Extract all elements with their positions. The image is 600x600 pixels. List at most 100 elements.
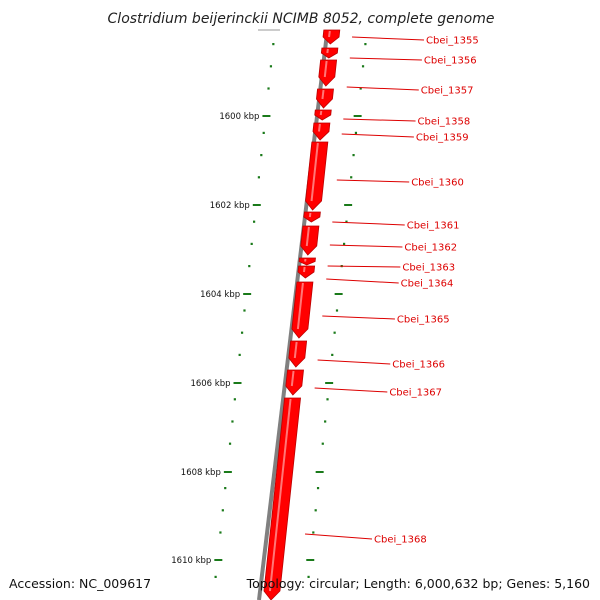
gene-leader-line bbox=[317, 359, 391, 365]
gene-leader-line bbox=[305, 533, 373, 540]
minor-tick bbox=[326, 398, 329, 401]
gene-leader-line bbox=[329, 244, 403, 248]
gene-arrow[interactable] bbox=[285, 369, 304, 396]
gene-label[interactable]: Cbei_1368 bbox=[374, 535, 427, 546]
gene-leader-line bbox=[327, 265, 401, 268]
gene-highlight bbox=[308, 212, 312, 218]
minor-tick bbox=[359, 87, 362, 90]
gene-label[interactable]: Cbei_1365 bbox=[397, 315, 450, 326]
minor-tick bbox=[352, 154, 355, 157]
gene-highlight bbox=[319, 110, 323, 116]
gene-label[interactable]: Cbei_1355 bbox=[426, 36, 479, 47]
minor-tick bbox=[252, 220, 256, 223]
gene-arrow[interactable] bbox=[300, 225, 320, 256]
gene-leader-line bbox=[314, 387, 388, 393]
accession-text: Accession: NC_009617 bbox=[9, 576, 152, 591]
minor-tick bbox=[342, 242, 346, 245]
minor-tick bbox=[231, 420, 234, 423]
minor-tick bbox=[228, 442, 232, 445]
map-title: Clostridium beijerinckii NCIMB 8052, com… bbox=[108, 11, 495, 27]
minor-tick bbox=[350, 176, 353, 179]
scale-label: 1610 kbp bbox=[171, 556, 211, 566]
scale-ring: 1600 kbp 1602 kbp 1604 kbp 1606 kbp 1608 kbp… bbox=[171, 29, 367, 600]
gene-label[interactable]: Cbei_1358 bbox=[418, 117, 471, 128]
topology-text: Topology: circular; Length: 6,000,632 bp… bbox=[246, 576, 590, 591]
minor-tick bbox=[248, 265, 251, 268]
minor-tick bbox=[272, 43, 275, 46]
minor-tick bbox=[361, 65, 365, 68]
gene-highlight bbox=[268, 398, 292, 592]
minor-tick bbox=[260, 154, 263, 157]
gene-highlight bbox=[305, 226, 310, 247]
minor-tick bbox=[324, 420, 327, 423]
gene-label[interactable]: Cbei_1362 bbox=[404, 243, 457, 254]
gene-arrow[interactable] bbox=[320, 47, 339, 59]
gene-label[interactable]: Cbei_1363 bbox=[402, 263, 455, 274]
gene-leader-line bbox=[349, 57, 422, 61]
minor-tick bbox=[267, 87, 270, 90]
minor-tick bbox=[240, 331, 244, 334]
minor-tick bbox=[335, 309, 339, 312]
scale-label: 1600 kbp bbox=[219, 112, 259, 122]
gene-arrow[interactable] bbox=[312, 122, 331, 141]
gene-arrow[interactable] bbox=[314, 109, 332, 121]
gene-label[interactable]: Cbei_1364 bbox=[401, 279, 454, 290]
gene-label[interactable]: Cbei_1357 bbox=[421, 86, 474, 97]
minor-tick bbox=[224, 487, 227, 490]
gene-highlight bbox=[317, 123, 321, 132]
gene-highlight bbox=[293, 341, 298, 359]
minor-tick bbox=[269, 65, 273, 68]
gene-leader-line bbox=[326, 278, 399, 284]
gene-arrow[interactable] bbox=[298, 257, 316, 266]
gene-label[interactable]: Cbei_1360 bbox=[411, 178, 464, 189]
minor-tick bbox=[312, 531, 315, 534]
gene-arrow[interactable] bbox=[305, 141, 329, 211]
gene-highlight bbox=[323, 60, 328, 78]
gene-label[interactable]: Cbei_1356 bbox=[424, 56, 477, 67]
minor-tick bbox=[331, 353, 334, 356]
scale-label: 1606 kbp bbox=[190, 379, 230, 389]
gene-highlight bbox=[290, 370, 295, 387]
gene-arrow[interactable] bbox=[288, 340, 308, 368]
gene-arrow[interactable] bbox=[303, 211, 321, 223]
gene-arrow[interactable] bbox=[318, 59, 338, 87]
minor-tick bbox=[307, 575, 310, 578]
gene-arrow[interactable] bbox=[263, 397, 301, 600]
minor-tick bbox=[250, 242, 253, 245]
gene-highlight bbox=[296, 282, 304, 330]
minor-tick bbox=[321, 442, 324, 445]
gene-highlight bbox=[321, 89, 325, 100]
gene-leader-line bbox=[341, 133, 414, 138]
minor-tick bbox=[262, 131, 265, 134]
gene-labels: Cbei_1355 Cbei_1356 Cbei_1357 Cbei_1358 Cbei… bbox=[305, 36, 479, 546]
gene-highlight bbox=[302, 266, 306, 273]
gene-arrow[interactable] bbox=[322, 29, 341, 45]
minor-tick bbox=[243, 309, 246, 312]
gene-leader-line bbox=[352, 36, 425, 41]
gene-leader-line bbox=[346, 86, 419, 91]
gene-label[interactable]: Cbei_1366 bbox=[392, 360, 445, 371]
minor-tick bbox=[219, 531, 222, 534]
minor-tick bbox=[233, 398, 236, 401]
minor-tick bbox=[345, 220, 348, 223]
minor-tick bbox=[333, 331, 336, 334]
gene-highlight bbox=[328, 30, 331, 38]
gene-label[interactable]: Cbei_1359 bbox=[416, 133, 469, 144]
gene-arrow[interactable] bbox=[316, 88, 334, 109]
minor-tick bbox=[257, 176, 261, 179]
gene-label[interactable]: Cbei_1361 bbox=[407, 221, 460, 232]
scale-label: 1608 kbp bbox=[181, 468, 221, 478]
minor-tick bbox=[221, 509, 224, 512]
minor-tick bbox=[314, 509, 317, 512]
minor-tick bbox=[316, 487, 320, 490]
gene-leader-line bbox=[332, 221, 405, 226]
gene-label[interactable]: Cbei_1367 bbox=[389, 388, 442, 399]
scale-label: 1604 kbp bbox=[200, 290, 240, 300]
gene-highlight bbox=[326, 48, 329, 54]
minor-tick bbox=[364, 43, 367, 46]
gene-arrow[interactable] bbox=[291, 281, 314, 339]
gene-leader-line bbox=[343, 118, 416, 122]
minor-tick bbox=[214, 575, 217, 578]
gene-arrow[interactable] bbox=[297, 265, 316, 279]
